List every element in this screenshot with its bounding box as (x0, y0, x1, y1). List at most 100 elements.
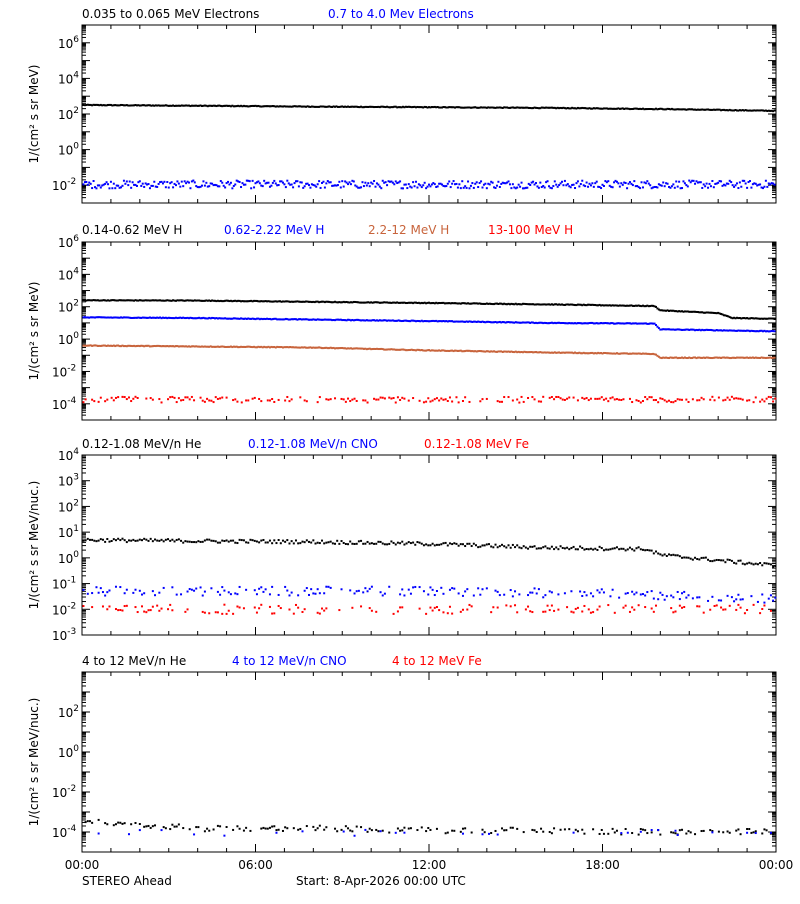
data-point (334, 105, 337, 108)
data-point (373, 397, 376, 400)
data-point (594, 182, 597, 185)
data-point (589, 303, 592, 306)
data-point (576, 606, 579, 609)
data-point (229, 317, 232, 320)
y-tick-label: 102 (58, 498, 79, 514)
data-point (746, 356, 749, 359)
data-point (633, 593, 636, 596)
data-point (597, 322, 600, 325)
data-point (643, 108, 646, 111)
data-point (636, 185, 639, 188)
data-point (393, 348, 396, 351)
data-point (570, 610, 573, 613)
data-point (653, 185, 656, 188)
data-point (235, 317, 238, 320)
data-point (681, 356, 684, 359)
data-point (493, 350, 496, 353)
data-point (724, 561, 727, 564)
data-point (653, 322, 656, 325)
data-point (458, 349, 461, 352)
data-point (571, 322, 574, 325)
data-point (368, 105, 371, 108)
data-point (123, 605, 126, 608)
data-point (371, 319, 374, 322)
data-point (378, 348, 381, 351)
data-point (147, 316, 150, 319)
data-point (484, 182, 487, 185)
data-point (468, 320, 471, 323)
data-point (490, 832, 493, 835)
data-point (390, 319, 393, 322)
data-point (574, 304, 577, 307)
data-point (652, 304, 655, 307)
data-point (688, 108, 691, 111)
data-point (566, 606, 569, 609)
data-point (752, 401, 755, 404)
data-point (435, 827, 438, 830)
data-point (420, 826, 423, 829)
data-point (407, 399, 410, 402)
data-point (718, 329, 721, 332)
data-point (266, 399, 269, 402)
data-point (99, 344, 102, 347)
data-point (375, 319, 378, 322)
data-point (735, 608, 738, 611)
data-point (474, 302, 477, 305)
data-point (672, 553, 675, 556)
data-point (258, 607, 261, 610)
data-point (662, 328, 665, 331)
data-point (88, 103, 91, 106)
data-point (461, 350, 464, 353)
data-point (222, 317, 225, 320)
data-point (561, 107, 564, 110)
data-point (380, 319, 383, 322)
data-point (432, 349, 435, 352)
data-point (187, 181, 190, 184)
data-point (711, 108, 714, 111)
data-point (410, 186, 413, 189)
data-point (533, 587, 536, 590)
data-point (364, 828, 367, 831)
data-point (510, 106, 513, 109)
data-point (688, 310, 691, 313)
data-point (406, 319, 409, 322)
data-point (302, 300, 305, 303)
data-point (173, 299, 176, 302)
data-point (335, 347, 338, 350)
data-point (704, 108, 707, 111)
data-point (390, 301, 393, 304)
data-point (662, 356, 665, 359)
data-point (146, 316, 149, 319)
data-point (714, 108, 717, 111)
data-point (739, 606, 742, 609)
data-point (605, 107, 608, 110)
data-point (594, 397, 597, 400)
data-point (381, 594, 384, 597)
data-point (481, 186, 484, 189)
data-point (341, 105, 344, 108)
data-point (767, 597, 770, 600)
data-point (287, 300, 290, 303)
data-point (720, 559, 723, 562)
data-point (140, 104, 143, 107)
data-point (728, 604, 731, 607)
data-point (318, 301, 321, 304)
data-point (517, 350, 520, 353)
data-point (170, 317, 173, 320)
data-point (267, 318, 270, 321)
data-point (663, 598, 666, 601)
data-point (633, 322, 636, 325)
data-point (266, 541, 269, 544)
data-point (85, 299, 88, 302)
data-point (367, 182, 370, 185)
data-point (235, 179, 238, 182)
data-point (214, 299, 217, 302)
data-point (454, 106, 457, 109)
data-point (759, 400, 762, 403)
data-point (624, 549, 627, 552)
data-point (292, 827, 295, 830)
data-point (305, 539, 308, 542)
data-point (188, 540, 191, 543)
data-point (428, 301, 430, 304)
data-point (774, 565, 777, 568)
